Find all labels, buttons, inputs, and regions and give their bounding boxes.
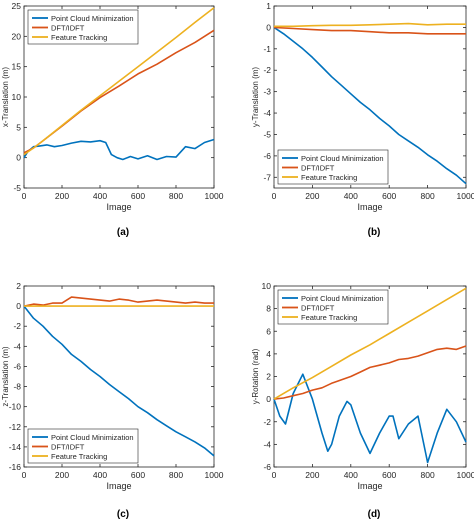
y-tick-label: 8 (266, 304, 271, 314)
y-tick-label: 4 (266, 349, 271, 359)
y-tick-label: 0 (266, 22, 271, 32)
y-tick-label: 10 (12, 92, 22, 102)
y-tick-label: -2 (263, 65, 271, 75)
x-tick-label: 800 (169, 191, 183, 201)
y-tick-label: -2 (263, 417, 271, 427)
x-tick-label: 400 (93, 470, 107, 480)
series-line-dft (273, 26, 466, 35)
panel-caption: (b) (368, 227, 381, 238)
legend-label: Point Cloud Minimization (301, 294, 384, 303)
chart-b: 0 200 400 600 800 1000 -7 -6 -5 -4 -3 -2 -1 0 1 Image y-… (251, 1, 474, 238)
y-axis-label: x-Translation (m) (1, 67, 10, 127)
x-axis-label: Image (357, 202, 382, 212)
x-tick-label: 200 (55, 191, 69, 201)
series-line-dft (273, 345, 467, 400)
y-tick-label: 10 (262, 281, 272, 291)
y-tick-label: -12 (9, 422, 22, 432)
legend-label: DFT/IDFT (51, 23, 85, 32)
y-tick-label: 2 (266, 372, 271, 382)
y-axis-label: y-Translation (m) (251, 67, 260, 127)
legend-label: Point Cloud Minimization (51, 433, 134, 442)
panel-caption: (a) (117, 227, 129, 238)
x-tick-label: 0 (272, 470, 277, 480)
x-tick-label: 400 (344, 191, 358, 201)
x-tick-label: 800 (421, 191, 435, 201)
y-tick-label: -1 (263, 44, 271, 54)
x-tick-label: 400 (93, 191, 107, 201)
legend-label: Point Cloud Minimization (51, 14, 134, 23)
series-line-feature (23, 7, 215, 156)
y-axis-label: z-Translation (m) (1, 346, 10, 406)
y-tick-label: -5 (13, 183, 21, 193)
y-tick-label: -7 (263, 172, 271, 182)
x-tick-label: 1000 (205, 191, 224, 201)
x-tick-label: 600 (382, 191, 396, 201)
x-tick-label: 1000 (457, 191, 474, 201)
series-line-point_cloud (273, 373, 467, 464)
x-tick-label: 600 (131, 191, 145, 201)
legend-label: Feature Tracking (301, 313, 357, 322)
legend-label: Feature Tracking (51, 33, 107, 42)
y-tick-label: -10 (9, 402, 22, 412)
y-tick-label: 6 (266, 326, 271, 336)
x-tick-label: 800 (421, 470, 435, 480)
x-axis-label: Image (106, 481, 131, 491)
x-tick-label: 200 (55, 470, 69, 480)
x-tick-label: 800 (169, 470, 183, 480)
y-tick-label: 0 (16, 301, 21, 311)
legend-label: Point Cloud Minimization (301, 154, 384, 163)
y-tick-label: -4 (13, 341, 21, 351)
series-line-point_cloud (273, 26, 467, 185)
y-axis-label: y-Rotation (rad) (251, 348, 260, 404)
series-line-feature (273, 287, 467, 400)
y-tick-label: -6 (263, 462, 271, 472)
series-line-feature (274, 22, 466, 28)
y-tick-label: -6 (13, 361, 21, 371)
y-tick-label: -4 (263, 108, 271, 118)
panel-caption: (c) (117, 509, 129, 520)
series-line-point_cloud (23, 305, 215, 457)
x-tick-label: 1000 (457, 470, 474, 480)
x-tick-label: 0 (22, 470, 27, 480)
y-tick-label: -4 (263, 439, 271, 449)
y-tick-label: 1 (266, 1, 271, 11)
x-tick-label: 400 (344, 470, 358, 480)
y-tick-label: -3 (263, 87, 271, 97)
x-tick-label: 1000 (205, 470, 224, 480)
x-tick-label: 0 (272, 191, 277, 201)
chart-c: 0 200 400 600 800 1000 -16 -14 -12 -10 -8 -6 -4 -2 0 2 I… (1, 281, 224, 520)
x-tick-label: 200 (305, 191, 319, 201)
y-tick-label: -2 (13, 321, 21, 331)
y-tick-label: 5 (16, 122, 21, 132)
panel-caption: (d) (368, 509, 381, 520)
x-axis-label: Image (106, 202, 131, 212)
legend-label: Feature Tracking (51, 452, 107, 461)
x-tick-label: 600 (131, 470, 145, 480)
legend-label: DFT/IDFT (51, 442, 85, 451)
y-tick-label: -16 (9, 462, 22, 472)
legend-label: DFT/IDFT (301, 163, 335, 172)
x-axis-label: Image (357, 481, 382, 491)
x-tick-label: 0 (22, 191, 27, 201)
y-tick-label: -6 (263, 151, 271, 161)
y-tick-label: 15 (12, 62, 22, 72)
legend-label: DFT/IDFT (301, 303, 335, 312)
y-tick-label: -5 (263, 129, 271, 139)
legend-label: Feature Tracking (301, 173, 357, 182)
y-tick-label: 0 (266, 394, 271, 404)
y-tick-label: 0 (16, 153, 21, 163)
y-tick-label: -8 (13, 382, 21, 392)
y-tick-label: -14 (9, 442, 22, 452)
y-tick-label: 25 (12, 1, 22, 11)
y-tick-label: 2 (16, 281, 21, 291)
series-line-point_cloud (23, 138, 215, 161)
series-line-dft (23, 296, 214, 307)
x-tick-label: 200 (305, 470, 319, 480)
chart-d: 0 200 400 600 800 1000 -6 -4 -2 0 2 4 6 8 10 Image y-Rot… (251, 281, 474, 520)
y-tick-label: 20 (12, 31, 22, 41)
x-tick-label: 600 (382, 470, 396, 480)
chart-a: 0 200 400 600 800 1000-50510152025Imagex-Tran… (1, 1, 224, 238)
